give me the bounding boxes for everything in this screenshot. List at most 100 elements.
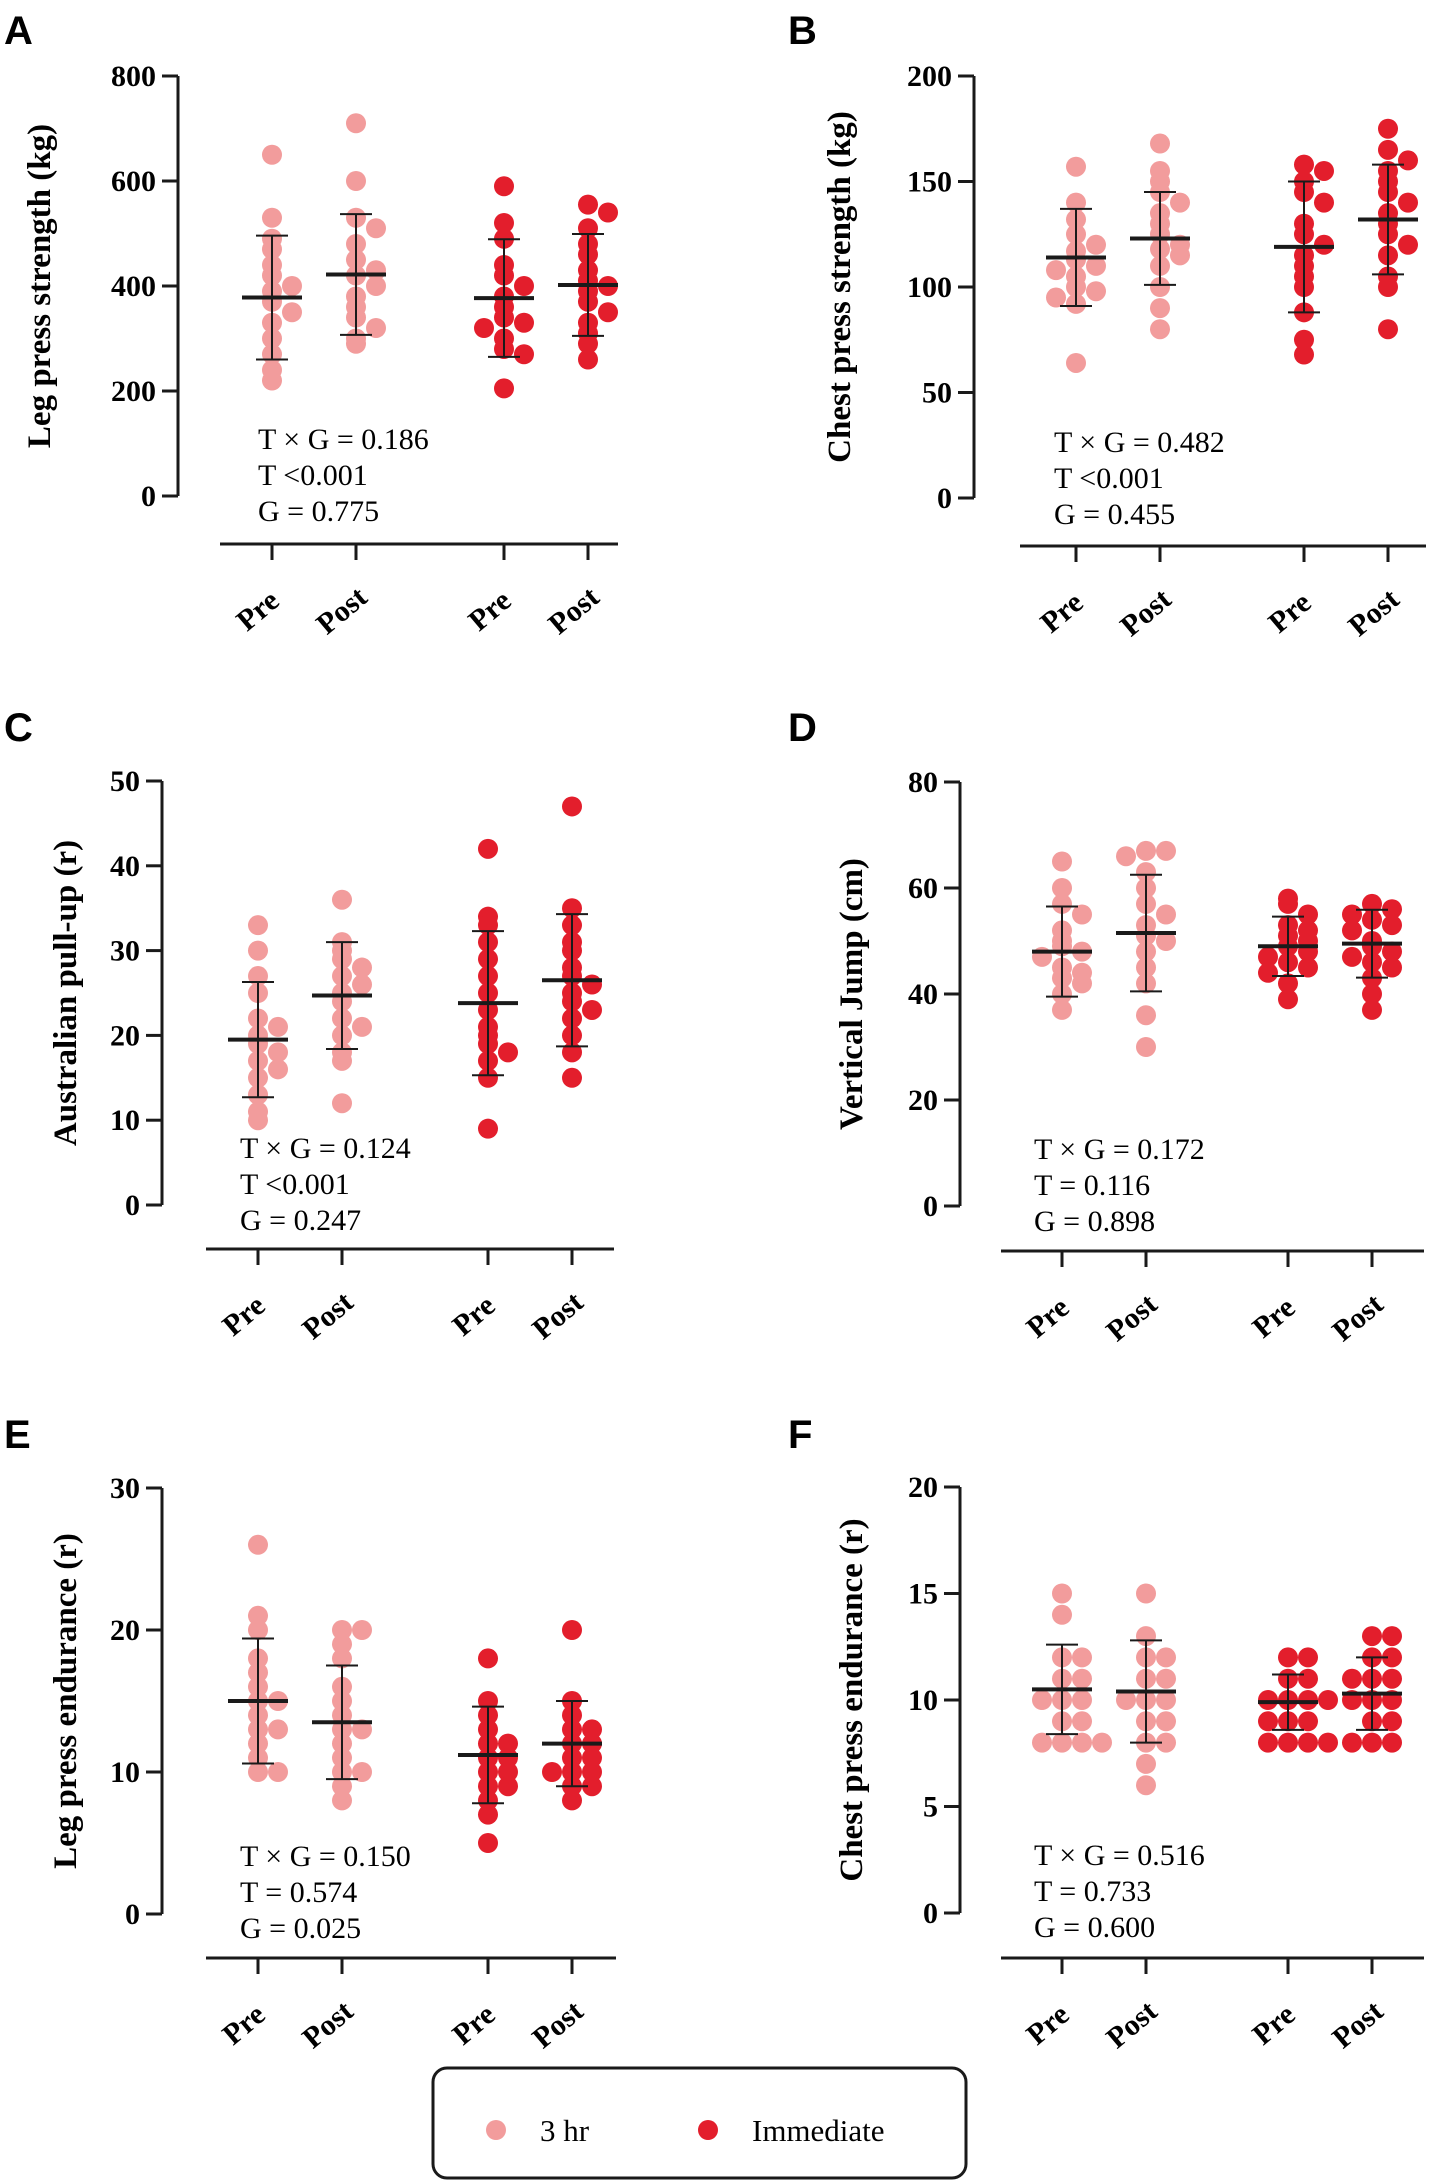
x-tick-label: Post [526,1994,589,2055]
data-point [1398,234,1418,255]
data-point [352,1620,372,1640]
data-point [494,213,514,233]
series-3 [1342,893,1402,1020]
series-0 [1046,156,1106,373]
data-point [1378,319,1398,340]
data-point [1136,840,1156,861]
data-point [268,1059,288,1080]
data-point [1150,277,1170,297]
data-point [346,113,366,134]
stat-line: T = 0.116 [1034,1169,1150,1202]
x-tick-label: Post [1114,582,1177,643]
y-tick-label: 20 [110,1614,140,1647]
stat-line: G = 0.898 [1034,1205,1155,1238]
x-tick-label: Post [296,1994,359,2055]
data-point [1052,999,1072,1020]
legend-label-immediate: Immediate [752,2113,885,2148]
series-0 [1032,1583,1112,1753]
data-point [1382,899,1402,920]
data-point [1052,878,1072,898]
data-point [542,1762,562,1782]
stat-line: G = 0.247 [240,1204,361,1237]
data-point [248,1762,268,1782]
y-axis-label: Chest press strength (kg) [822,111,858,463]
data-point [1278,989,1298,1010]
series-3 [542,796,602,1088]
x-tick-label: Pre [1246,1291,1301,1345]
x-tick-label: Pre [230,584,285,638]
data-point [494,176,514,197]
data-point [1150,319,1170,340]
data-point [498,1733,518,1754]
y-tick-label: 30 [110,935,140,968]
data-point [1382,1647,1402,1668]
x-tick-label: Pre [216,1998,271,2052]
y-tick-label: 20 [110,1019,140,1052]
y-tick-label: 10 [110,1104,140,1137]
panel-B: B 0 50 100 150 200 Chest press strength (kg) Pr… [788,9,1426,643]
data-point [1086,281,1106,302]
data-point [346,333,366,354]
data-point [1170,245,1190,266]
data-point [1378,118,1398,139]
data-point [1052,1604,1072,1625]
series-1 [312,889,372,1114]
y-tick-label: 0 [141,480,156,513]
series-0 [228,915,288,1131]
series-3 [558,194,618,370]
data-point [1136,1037,1156,1057]
data-point [1086,255,1106,276]
data-point [1258,1711,1278,1732]
y-tick-label: 40 [110,850,140,883]
data-point [1072,1711,1092,1732]
data-point [582,999,602,1020]
series-1 [1116,1583,1176,1796]
data-point [282,302,302,323]
y-tick-label: 400 [111,270,156,303]
stat-line: G = 0.775 [258,495,379,528]
data-point [514,276,534,296]
data-point [352,957,372,978]
data-point [582,1762,602,1782]
data-point [1382,1711,1402,1732]
data-point [598,302,618,323]
x-tick-label: Pre [462,584,517,638]
data-point [1052,893,1072,914]
panel-C: C 0 10 20 30 40 50 Australian pull-up (r) Pre Pos… [4,706,614,1346]
data-point [562,1067,582,1088]
data-point [1378,277,1398,297]
data-point [1278,1647,1298,1668]
data-point [1378,139,1398,160]
stat-line: T × G = 0.186 [258,423,429,456]
series-1 [1130,133,1190,340]
stat-line: T × G = 0.516 [1034,1839,1205,1872]
data-point [478,1648,498,1669]
data-point [1052,851,1072,872]
data-point [268,1762,288,1782]
stat-line: G = 0.600 [1034,1911,1155,1944]
data-point [332,1776,352,1797]
data-point [1294,154,1314,175]
y-tick-label: 15 [908,1578,938,1611]
x-tick-label: Pre [1034,586,1089,640]
data-point [478,1118,498,1139]
series-1 [312,1620,372,1811]
data-point [1318,1690,1338,1710]
data-point [478,1833,498,1853]
data-point [248,915,268,936]
data-point [332,1093,352,1114]
data-point [1136,1005,1156,1026]
data-point [1294,344,1314,365]
data-point [1136,862,1156,883]
data-point [332,889,352,910]
data-point [1052,1583,1072,1604]
data-point [1066,352,1086,373]
data-point [366,318,386,338]
data-point [582,1719,602,1740]
data-point [1072,1732,1092,1753]
data-point [1136,1753,1156,1774]
y-tick-label: 800 [111,60,156,93]
data-point [1150,298,1170,319]
x-tick-label: Pre [1020,1998,1075,2052]
data-point [346,171,366,191]
